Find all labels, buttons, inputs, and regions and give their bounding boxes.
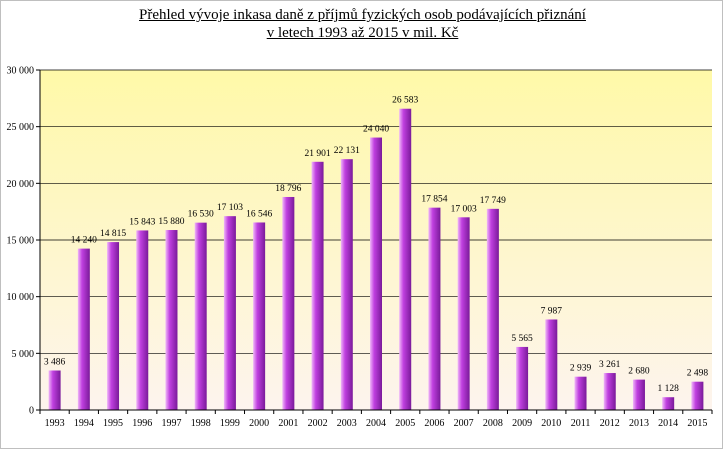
x-tick-label: 2002 (308, 418, 328, 429)
data-label: 2 680 (628, 367, 650, 377)
bar (516, 346, 529, 410)
data-label: 21 901 (305, 149, 331, 159)
x-tick-label: 2009 (512, 418, 532, 429)
x-tick-label: 1997 (161, 418, 181, 429)
data-label: 24 040 (363, 125, 389, 135)
bar (223, 216, 236, 410)
bar (165, 230, 178, 410)
y-tick-label: 20 000 (7, 179, 35, 190)
data-label: 15 880 (158, 217, 184, 227)
x-tick-label: 2000 (249, 418, 269, 429)
chart-title: Přehled vývoje inkasa daně z příjmů fyzi… (0, 6, 725, 42)
data-label: 18 796 (275, 184, 301, 194)
bar (428, 207, 441, 410)
x-tick-label: 2013 (629, 418, 649, 429)
x-tick-label: 2006 (424, 418, 444, 429)
x-tick-label: 2011 (571, 418, 591, 429)
y-tick-label: 5 000 (12, 349, 35, 360)
x-tick-label: 2008 (483, 418, 503, 429)
bars (48, 108, 704, 410)
bar (603, 373, 616, 410)
x-tick-label: 2005 (395, 418, 415, 429)
data-label: 14 240 (71, 236, 97, 246)
bar (457, 217, 470, 410)
bar (662, 397, 675, 410)
y-axis: 0 5 000 10 000 15 000 20 000 25 000 30 000 (7, 66, 41, 417)
data-label: 3 261 (599, 360, 621, 370)
x-axis: 1993 1994 1995 1996 1997 1998 1999 2000 2001 2002… (39, 409, 713, 429)
bar (691, 381, 704, 410)
chart-title-line1: Přehled vývoje inkasa daně z příjmů fyzi… (139, 7, 586, 23)
data-label: 7 987 (541, 306, 563, 316)
chart-title-line2: v letech 1993 až 2015 v mil. Kč (266, 25, 459, 41)
y-tick-label: 0 (29, 406, 34, 417)
bar (311, 161, 324, 410)
data-label: 16 530 (188, 210, 214, 220)
x-tick-label: 2012 (600, 418, 620, 429)
x-tick-label: 1999 (220, 418, 240, 429)
data-label: 2 498 (687, 369, 709, 379)
x-tick-label: 2001 (278, 418, 298, 429)
data-label: 2 939 (570, 364, 592, 374)
data-label: 3 486 (44, 357, 66, 367)
bar (107, 242, 120, 410)
x-tick-label: 1995 (103, 418, 123, 429)
data-label: 26 583 (392, 96, 418, 106)
bar (77, 248, 90, 410)
bar (48, 370, 61, 410)
data-label: 16 546 (246, 209, 272, 219)
data-label: 15 843 (129, 217, 155, 227)
data-label: 14 815 (100, 229, 126, 239)
bar (574, 376, 587, 410)
bar (545, 319, 558, 410)
x-tick-label: 2004 (366, 418, 386, 429)
data-label: 17 003 (451, 204, 477, 214)
x-tick-label: 1993 (45, 418, 65, 429)
x-tick-label: 2014 (658, 418, 678, 429)
data-label: 5 565 (511, 334, 533, 344)
x-tick-label: 2003 (337, 418, 357, 429)
x-tick-label: 1994 (74, 418, 94, 429)
y-tick-label: 25 000 (7, 122, 35, 133)
bar (370, 137, 382, 410)
data-label: 17 103 (217, 203, 243, 213)
x-tick-label: 2015 (687, 418, 707, 429)
bar (136, 230, 149, 410)
x-tick-label: 1996 (132, 418, 152, 429)
bar (486, 208, 499, 410)
x-tick-label: 2010 (541, 418, 561, 429)
x-tick-label: 1998 (191, 418, 211, 429)
data-label: 22 131 (334, 146, 360, 156)
bar (399, 108, 412, 410)
bar (340, 159, 353, 410)
data-label: 17 749 (480, 196, 506, 206)
bar (253, 222, 266, 410)
y-tick-label: 30 000 (7, 66, 35, 77)
bar (282, 196, 295, 410)
bar (194, 222, 207, 410)
data-label: 17 854 (421, 195, 447, 205)
data-label: 1 128 (657, 384, 679, 394)
y-tick-label: 15 000 (7, 236, 35, 247)
y-tick-label: 10 000 (7, 292, 35, 303)
bar (632, 379, 645, 410)
x-tick-label: 2007 (454, 418, 474, 429)
